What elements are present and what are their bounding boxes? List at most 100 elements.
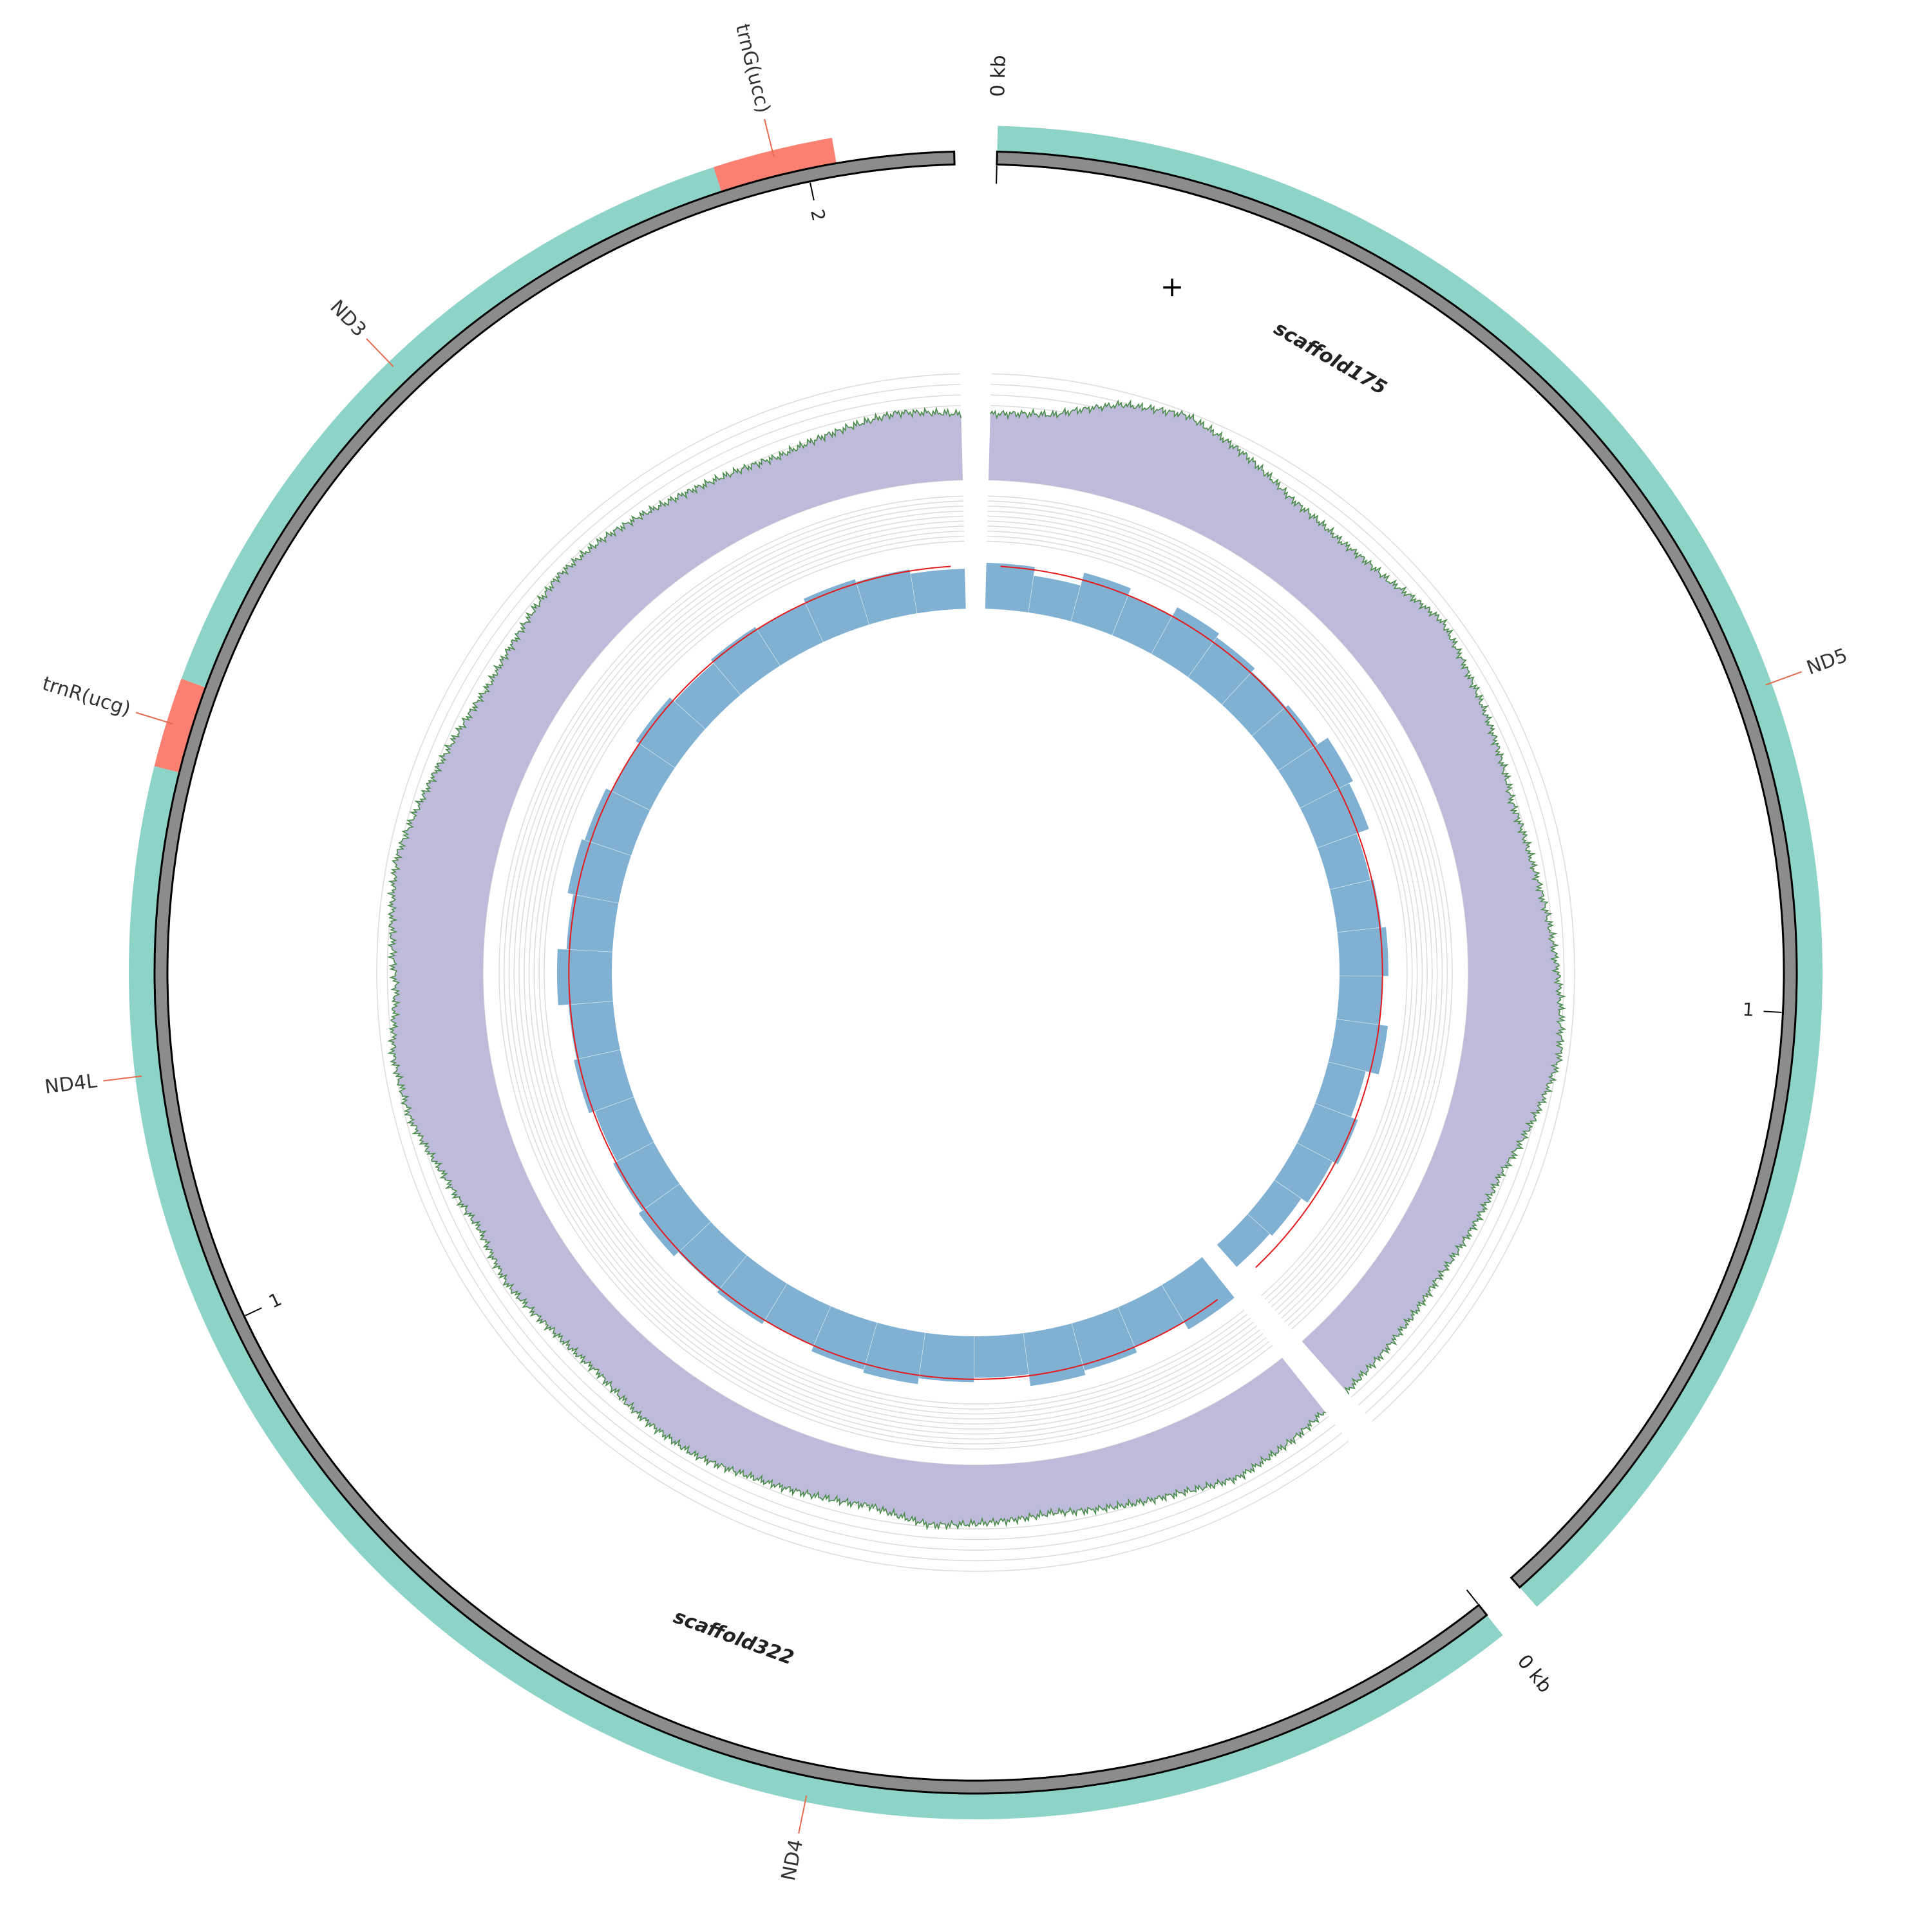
gc-bar [764,1283,831,1346]
feature-leader-line [1765,671,1803,686]
feature-leader-line [798,1795,808,1834]
gc-gridline [987,515,1433,1315]
gc-gridline [988,495,1453,1330]
gc-gridline [987,506,1443,1323]
scaffold-name-scaffold175: scaffold175 [1270,317,1390,399]
gc-bar [1217,1214,1270,1267]
gc-bar [1118,1285,1184,1347]
gc-gridline [987,540,1408,1296]
feature-label-ND5: ND5 [1804,644,1851,679]
coverage-area-scaffold175 [989,401,1565,1395]
gc-gridline [987,510,1438,1319]
coverage-gridline [376,373,1349,1572]
gc-bar [556,949,613,1006]
gc-gridline [987,526,1423,1307]
coverage-area-scaffold322 [388,408,1326,1530]
gc-gridline [533,530,1251,1415]
gc-bar [1317,833,1370,889]
scale-tick-label: 0 kb [1513,1651,1557,1698]
gc-bar [811,1306,877,1370]
gc-bar [1247,1180,1302,1236]
feature-block-ND4 [229,1361,1503,1819]
gc-bar [1072,1307,1137,1371]
gc-bar [918,1332,974,1383]
gc-bar [717,1255,787,1324]
gc-gridline [513,510,1264,1435]
feature-label-ND4: ND4 [777,1837,808,1882]
gc-bar [1278,737,1353,808]
scale-tick [1466,1589,1479,1605]
backbone-scaffold175 [996,150,1798,1589]
gc-gridline [508,506,1267,1440]
scale-tick-label: 1 [265,1289,285,1312]
gc-bar [585,788,650,856]
feature-leader-line [764,118,775,157]
coverage-track [386,399,1567,1531]
scale-tick [810,182,815,201]
feature-leader-line [135,712,173,725]
gc-bar [613,1142,680,1211]
gc-bar [757,603,824,666]
gc-gridline [987,520,1428,1311]
scale-tick [996,166,998,184]
gc-gridline [498,495,1273,1450]
gc-bar [1028,576,1081,621]
gc-bar [1222,672,1286,736]
track-gridlines [376,373,1575,1572]
scale-tick-label: 0 kb [987,55,1010,97]
gc-bar [636,697,705,768]
gc-bar [1336,976,1383,1025]
gc-gridline [524,520,1257,1425]
feature-label-ND4L: ND4L [43,1070,98,1099]
coverage-gridline [397,394,1336,1551]
gc-bar [1252,705,1318,771]
feature-block-ND4L [128,766,253,1374]
gc-bar [1300,783,1369,848]
gc-bar [567,839,631,904]
gc-gridline [544,540,1245,1405]
coverage-line-scaffold175 [990,399,1567,1395]
gc-bar [674,663,741,729]
scale-tick [245,1307,262,1316]
coverage-gridline [989,479,1469,1342]
gc-bar [568,1001,620,1059]
gc-bar [911,569,966,614]
gc-mean-line [1000,565,1383,1268]
gc-bar [638,1184,711,1256]
coverage-gridline [991,373,1575,1422]
feature-leader-line [366,338,394,367]
gc-bar [974,1333,1029,1378]
gc-gridline [528,526,1255,1420]
feature-leader-line [103,1075,142,1082]
gc-bar [1337,927,1388,976]
gc-bar [1151,607,1220,677]
gc-bar [1162,1257,1235,1330]
feature-label-ND3: ND3 [325,296,370,341]
gc-bar [803,579,869,642]
coverage-line-scaffold322 [386,406,1326,1531]
gc-bar [1330,879,1382,933]
scale-tick-label: 1 [1742,999,1754,1021]
gc-bar [710,627,781,695]
gc-mean-line [568,565,1218,1380]
gc-gridline [988,500,1448,1326]
gc-bar [856,569,917,625]
feature-block-trnG(ucc) [713,138,837,192]
gc-bar [611,743,675,810]
strand-indicator: + [1160,270,1184,303]
gc-bar [678,1222,747,1290]
gc-gridline [538,535,1248,1410]
gc-bar [863,1322,925,1385]
gc-gridline [518,515,1260,1430]
gc-gridline [987,535,1413,1300]
feature-label-trnR(ucg): trnR(ucg) [40,672,133,721]
coverage-gridline [482,479,1283,1466]
gc-bar [1188,637,1255,705]
feature-label-trnG(ucc): trnG(ucc) [731,22,775,116]
scaffold-name-scaffold322: scaffold322 [670,1605,797,1670]
gc-bar [1112,595,1172,654]
gc-skew-bar-track [556,562,1388,1387]
gc-bar [566,895,619,952]
gc-bar [594,1097,654,1162]
